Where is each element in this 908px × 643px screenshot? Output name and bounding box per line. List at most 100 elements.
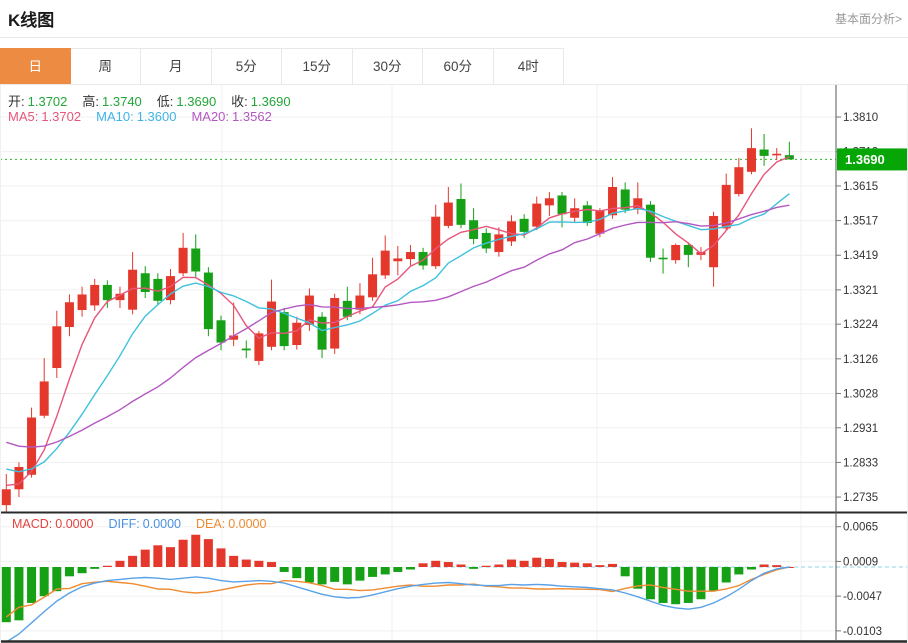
macd-bar — [330, 567, 340, 582]
candle-body — [14, 466, 24, 490]
readout-value: 1.3702 — [41, 109, 82, 124]
macd-bar — [494, 564, 504, 567]
macd-bar — [746, 567, 756, 570]
candle-body — [658, 257, 668, 260]
candle-body — [39, 381, 49, 416]
macd-bar — [759, 564, 769, 567]
candle-body — [77, 294, 87, 311]
candle-body — [229, 335, 239, 340]
candle-body — [178, 247, 188, 274]
readout-label: MA20: — [191, 109, 230, 124]
candle-body — [721, 184, 731, 229]
candle-body — [102, 284, 112, 301]
price-axis-label: 1.3517 — [843, 216, 878, 228]
macd-bar — [683, 567, 693, 603]
macd-bar — [608, 563, 618, 567]
current-price-tag — [837, 148, 908, 171]
candle-body — [671, 244, 681, 261]
candle-body — [279, 312, 289, 347]
candle-body — [645, 204, 655, 258]
macd-bar — [355, 567, 365, 581]
tab-30分[interactable]: 30分 — [352, 48, 423, 85]
candle-body — [582, 205, 592, 224]
macd-bar — [64, 567, 74, 577]
macd-bar — [368, 567, 378, 577]
candle-body — [153, 278, 163, 301]
readout-value: 1.3690 — [176, 94, 217, 109]
candle-body — [241, 348, 251, 351]
macd-bar — [178, 539, 188, 567]
diff-line — [5, 566, 790, 643]
candle-body — [734, 167, 744, 195]
candle-body — [431, 216, 441, 267]
candle-body — [165, 276, 175, 301]
readout-label: MACD: — [12, 517, 53, 531]
readout-label: MA5: — [8, 109, 39, 124]
candle-body — [759, 149, 769, 156]
price-axis-label: 1.2735 — [843, 492, 878, 504]
tab-15分[interactable]: 15分 — [282, 48, 353, 85]
macd-histogram — [1, 534, 794, 623]
readout-value: 0.0000 — [55, 517, 94, 531]
candle-body — [709, 215, 719, 268]
candle-body — [304, 295, 314, 325]
tab-60分[interactable]: 60分 — [423, 48, 494, 85]
tab-4时[interactable]: 4时 — [493, 48, 564, 85]
candle-body — [570, 208, 580, 218]
macd-bar — [772, 565, 782, 567]
candle-body — [532, 203, 542, 227]
macd-bar — [304, 567, 314, 583]
candle-body — [52, 326, 62, 369]
readout-value: 1.3702 — [27, 94, 68, 109]
candle-body — [317, 316, 327, 350]
ma5-line — [6, 156, 790, 487]
candle-body — [746, 148, 756, 172]
tab-月[interactable]: 月 — [141, 48, 212, 85]
macd-bar — [734, 567, 744, 575]
candle-body — [90, 284, 100, 306]
readout-value: 1.3562 — [232, 109, 272, 124]
candle-body — [292, 322, 302, 346]
candle-body — [683, 244, 693, 255]
macd-bar — [267, 562, 277, 567]
candle-body — [544, 198, 554, 206]
ohlc-readout: 开: 1.3702 高: 1.3740 低: 1.3690 收: 1.3690 — [8, 91, 306, 110]
price-axis-label: 1.3028 — [843, 388, 878, 400]
price-axis-label: 1.2931 — [843, 423, 878, 435]
fundamental-analysis-link[interactable]: 基本面分析> — [834, 12, 902, 26]
macd-bar — [570, 562, 580, 567]
candle-body — [191, 248, 201, 272]
candle-body — [368, 274, 378, 298]
macd-bar — [241, 559, 251, 567]
candle-body — [608, 186, 618, 216]
readout-label: 低: — [156, 94, 174, 109]
tab-日[interactable]: 日 — [0, 48, 71, 85]
candle-body — [64, 302, 74, 327]
macd-bar — [128, 555, 138, 567]
gridlines — [0, 85, 836, 642]
candle-body — [595, 210, 605, 234]
tab-周[interactable]: 周 — [70, 48, 141, 85]
macd-readout: MACD: 0.0000 DIFF: 0.0000 DEA: 0.0000 — [12, 517, 281, 531]
candle-body — [216, 320, 226, 343]
macd-bar — [709, 567, 719, 591]
readout-label: DEA: — [196, 517, 226, 531]
readout-label: 高: — [82, 94, 100, 109]
macd-bar — [317, 567, 327, 585]
kline-chart[interactable]: 1.38101.37121.36151.35171.34191.33211.32… — [0, 85, 908, 643]
macd-bar — [27, 567, 37, 603]
candle-body — [203, 272, 213, 330]
readout-value: 1.3690 — [250, 94, 291, 109]
macd-bar — [216, 548, 226, 567]
macd-bar — [481, 565, 491, 567]
price-axis-label: 1.3321 — [843, 285, 878, 297]
tab-5分[interactable]: 5分 — [211, 48, 282, 85]
readout-value: 0.0000 — [142, 517, 181, 531]
candle-body — [633, 198, 643, 210]
readout-value: 1.3740 — [102, 94, 142, 109]
period-tab-bar: 日周月 5分 15分 30分 60分 4时 — [0, 48, 564, 85]
candlestick-series — [1, 128, 794, 513]
ma-readout: MA5: 1.3702 MA10: 1.3600 MA20: 1.3562 — [8, 109, 287, 124]
candle-body — [620, 189, 630, 210]
